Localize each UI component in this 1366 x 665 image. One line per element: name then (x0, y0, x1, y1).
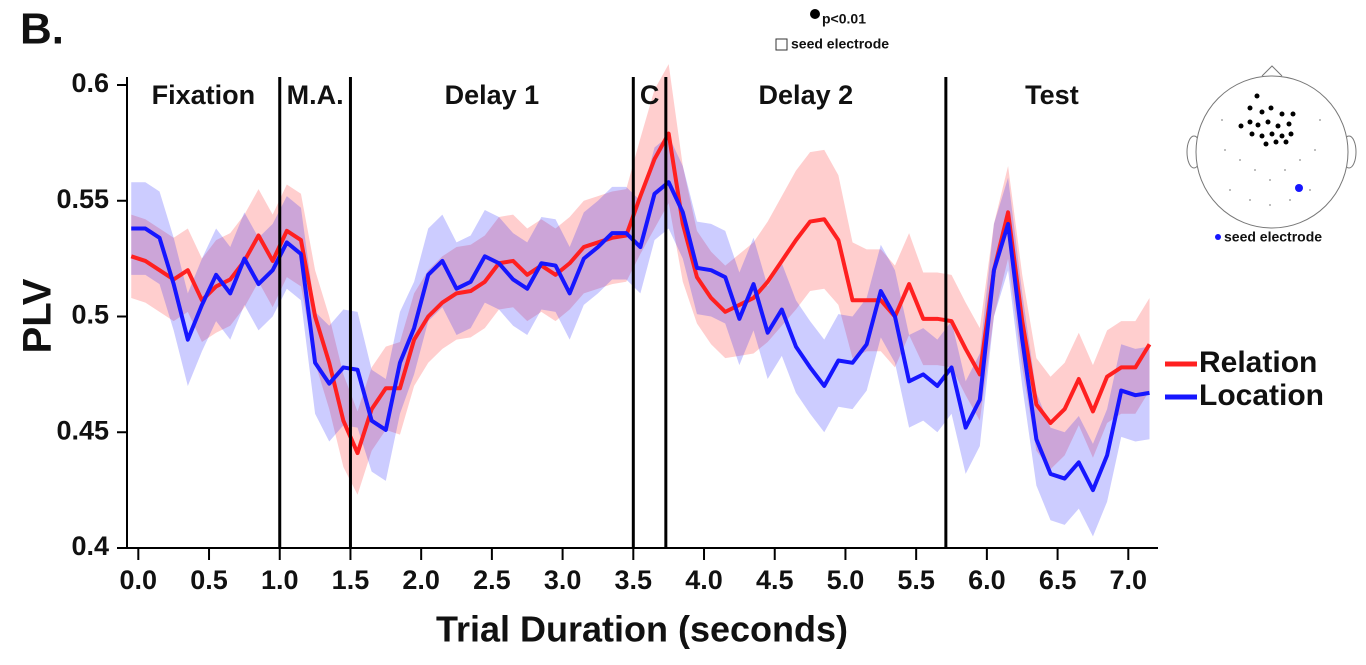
x-tick-label: 0.0 (120, 565, 158, 595)
head-inset (1186, 65, 1357, 240)
significance-label: p<0.01 (822, 11, 866, 27)
y-tick-label: 0.45 (56, 415, 109, 445)
x-tick-label: 7.0 (1110, 565, 1148, 595)
x-tick-label: 2.0 (402, 565, 440, 595)
phase-label: Delay 2 (759, 80, 854, 110)
error-band (131, 135, 1150, 537)
x-tick-label: 4.5 (756, 565, 794, 595)
x-tick-label: 1.5 (332, 565, 370, 595)
legend-label: Relation (1199, 346, 1317, 379)
x-tick-label: 3.0 (544, 565, 582, 595)
phase-label: C (640, 80, 660, 110)
x-axis-title: Trial Duration (seconds) (436, 609, 848, 650)
phase-label: M.A. (287, 80, 344, 110)
phase-label: Delay 1 (445, 80, 540, 110)
x-tick-label: 0.5 (190, 565, 228, 595)
y-tick-label: 0.4 (71, 531, 109, 561)
plot-area (130, 64, 1152, 537)
x-tick-label: 1.0 (261, 565, 299, 595)
series-line (131, 180, 1150, 493)
x-tick-label: 5.0 (827, 565, 865, 595)
y-axis-title: PLV (16, 278, 60, 353)
x-tick-label: 6.5 (1039, 565, 1077, 595)
x-tick-label: 4.0 (685, 565, 723, 595)
series-line (130, 131, 1152, 456)
phase-label: Test (1025, 80, 1079, 110)
seed-inset-label: seed electrode (1224, 229, 1322, 245)
phase-label: Fixation (152, 80, 256, 110)
significance-dot (810, 9, 820, 19)
seed-box-label: seed electrode (791, 36, 889, 52)
x-tick-label: 2.5 (473, 565, 511, 595)
y-tick-label: 0.5 (71, 300, 109, 330)
x-tick-label: 3.5 (615, 565, 653, 595)
y-tick-label: 0.55 (56, 184, 109, 214)
panel-label: B. (20, 5, 64, 54)
legend-label: Location (1199, 379, 1324, 412)
x-tick-label: 6.0 (968, 565, 1006, 595)
x-tick-label: 5.5 (897, 565, 935, 595)
seed-box-icon (775, 38, 788, 51)
y-tick-label: 0.6 (71, 68, 109, 98)
